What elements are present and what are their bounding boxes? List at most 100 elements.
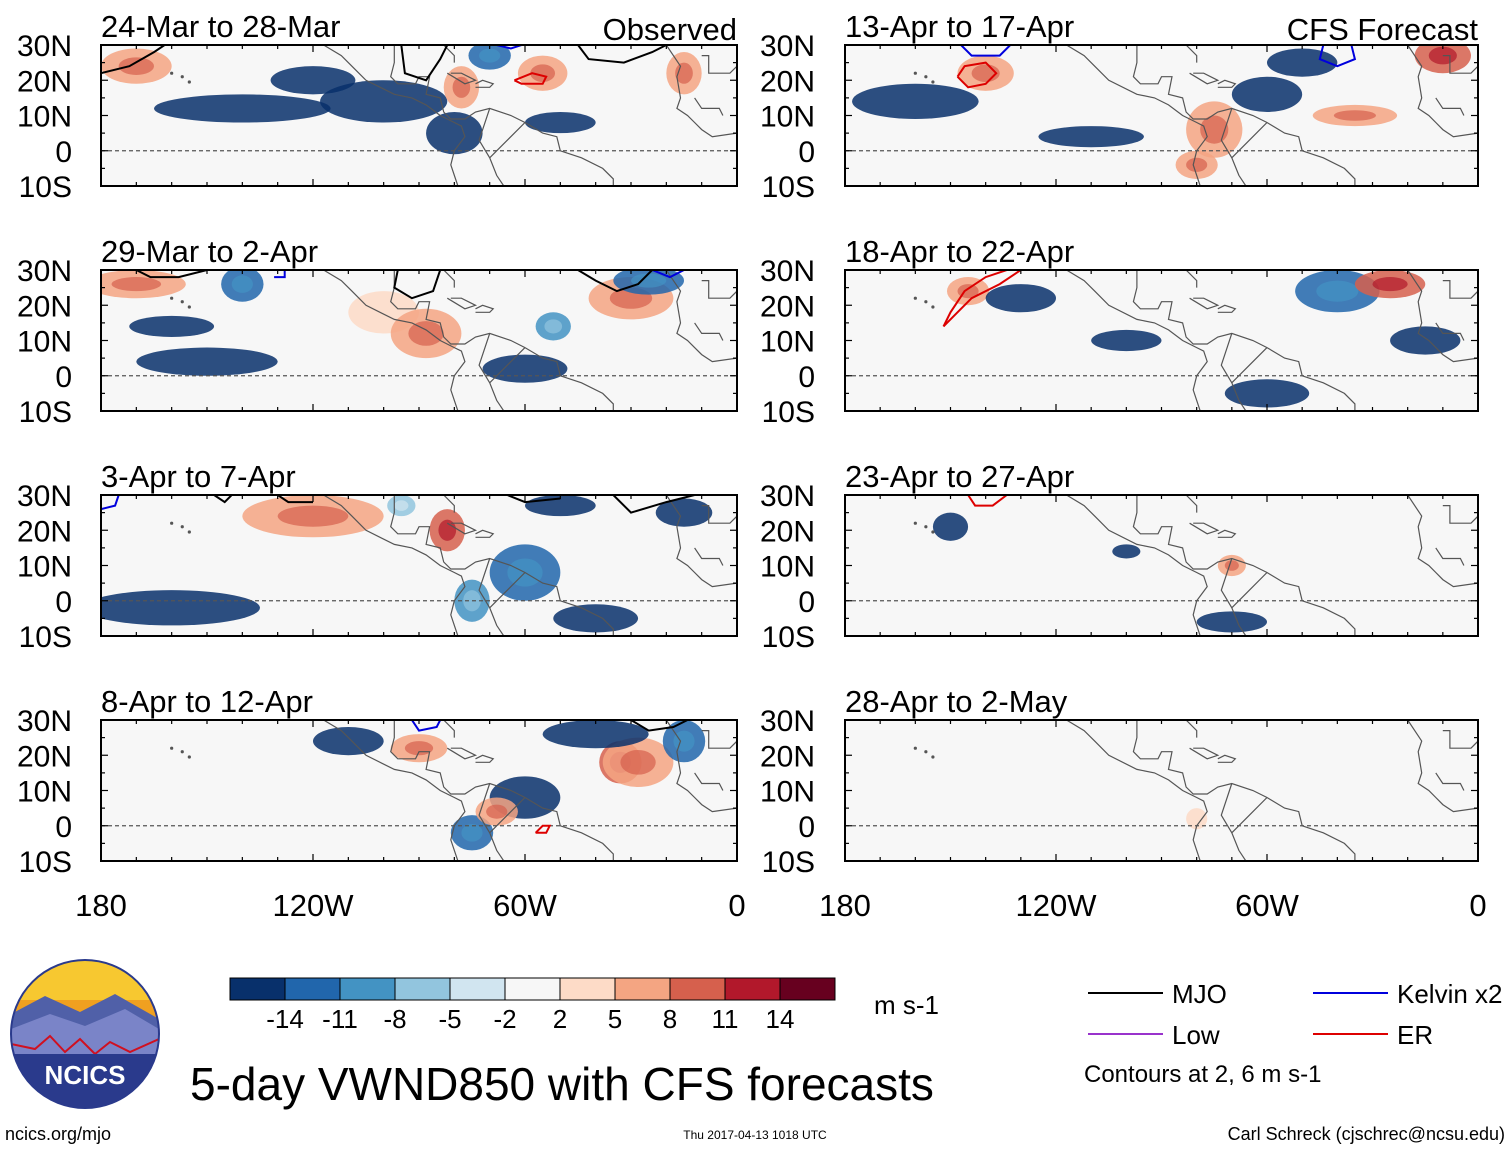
coastline — [443, 45, 455, 63]
footer-url: ncics.org/mjo — [5, 1124, 111, 1144]
coastline — [1442, 280, 1478, 299]
negative-anomaly-area — [655, 498, 713, 527]
units-label: m s-1 — [874, 990, 939, 1020]
ncics-logo: NCICS — [10, 959, 160, 1109]
map-background — [845, 720, 1478, 861]
island — [913, 521, 917, 525]
coastline — [446, 297, 478, 310]
lat-label: 10S — [19, 171, 72, 204]
island — [187, 530, 191, 534]
lon-label: 60W — [493, 888, 557, 923]
coastline — [489, 797, 526, 834]
lat-label: 0 — [798, 361, 815, 394]
colorbar-swatch — [339, 977, 396, 1001]
colorbar-tick-label: 5 — [608, 1004, 622, 1034]
er-contour — [513, 72, 548, 85]
panel-title: 23-Apr to 27-Apr — [845, 459, 1074, 494]
coastline — [1231, 572, 1268, 609]
anomaly-core — [486, 804, 508, 819]
lon-label: 120W — [273, 888, 355, 923]
island — [187, 305, 191, 309]
colorbar-tick-label: 14 — [766, 1004, 795, 1034]
colorbar-tick-label: 8 — [663, 1004, 677, 1034]
kelvin-contour — [651, 270, 685, 279]
coastline — [489, 122, 526, 159]
negative-anomaly-area — [1231, 76, 1303, 112]
coastline — [443, 270, 455, 288]
colorbar-tick-label: -14 — [266, 1004, 304, 1034]
footer-timestamp: Thu 2017-04-13 1018 UTC — [683, 1128, 827, 1142]
negative-anomaly-area — [985, 284, 1056, 313]
panel-title: 28-Apr to 2-May — [845, 684, 1068, 719]
negative-anomaly-area — [932, 512, 969, 541]
anomaly-core — [118, 57, 154, 75]
negative-anomaly-area — [1112, 544, 1141, 559]
coastline — [1132, 45, 1356, 186]
coastline — [1066, 720, 1208, 861]
legend: MJO Low Kelvin x2 ER Contours at 2, 6 m s-1 — [1084, 979, 1503, 1088]
island — [180, 300, 184, 304]
mjo-contour — [135, 270, 208, 279]
island — [924, 525, 928, 529]
kelvin-contour — [101, 495, 120, 511]
kelvin-contour — [1318, 45, 1357, 68]
coastline — [1185, 270, 1198, 288]
lat-label: 10S — [19, 846, 72, 879]
island — [187, 755, 191, 759]
lat-label: 10S — [19, 621, 72, 654]
lat-label: 10N — [760, 101, 815, 134]
coastline — [446, 747, 478, 760]
coastline — [1189, 522, 1220, 535]
lat-label: 10N — [17, 101, 72, 134]
lat-label: 20N — [17, 290, 72, 323]
coastline — [443, 495, 455, 513]
coastline — [390, 495, 614, 636]
lat-label: 30N — [760, 705, 815, 738]
island — [180, 75, 184, 79]
island — [924, 75, 928, 79]
positive-anomaly-area — [1186, 808, 1208, 830]
lat-label: 10S — [762, 621, 815, 654]
island — [170, 521, 174, 525]
lat-label: 30N — [17, 705, 72, 738]
island — [931, 80, 935, 84]
lon-label: 180 — [75, 888, 127, 923]
logo-text: NCICS — [45, 1060, 126, 1090]
anomaly-core — [394, 500, 409, 511]
panel-title: 29-Mar to 2-Apr — [101, 234, 318, 269]
anomaly-core — [452, 76, 471, 98]
er-contour — [956, 61, 998, 89]
lat-label: 10N — [760, 551, 815, 584]
colorbar-swatch — [229, 977, 286, 1001]
anomaly-core — [1186, 157, 1208, 172]
lat-label: 10N — [760, 326, 815, 359]
colorbar-swatch — [284, 977, 341, 1001]
anomaly-core — [277, 505, 349, 527]
lat-label: 30N — [17, 255, 72, 288]
coastline — [390, 45, 614, 186]
island — [170, 71, 174, 75]
negative-anomaly-area — [136, 347, 278, 376]
legend-label: MJO — [1172, 979, 1227, 1009]
anomaly-core — [673, 730, 695, 752]
colorbar-swatch — [394, 977, 451, 1001]
negative-anomaly-area — [525, 111, 596, 134]
island — [924, 300, 928, 304]
lon-label: 0 — [728, 888, 745, 923]
coastline — [390, 720, 614, 861]
coastline — [1217, 754, 1237, 763]
lon-label: 60W — [1235, 888, 1299, 923]
lat-label: 20N — [760, 515, 815, 548]
mjo-contour — [612, 495, 695, 514]
colorbar-swatch — [669, 977, 726, 1001]
panel-title: 3-Apr to 7-Apr — [101, 459, 296, 494]
coastline — [1066, 45, 1208, 186]
anomaly-core — [530, 64, 556, 83]
negative-anomaly-area — [1091, 329, 1162, 352]
kelvin-contour — [496, 45, 522, 50]
